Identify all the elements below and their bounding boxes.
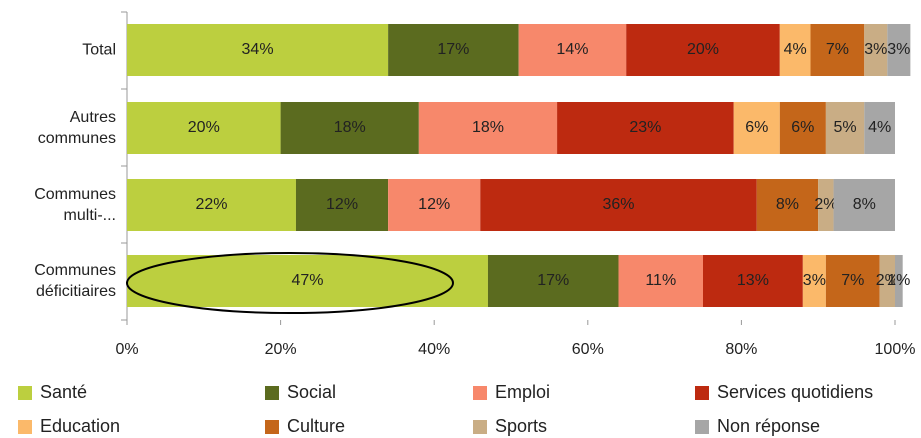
value-label: 3% — [887, 41, 910, 58]
bar-segment — [895, 255, 903, 307]
x-tick-label: 80% — [725, 341, 757, 358]
value-label: 3% — [864, 41, 887, 58]
category-label: Communes multi-... — [34, 186, 116, 224]
bar-segment — [388, 24, 519, 76]
x-tick-label: 100% — [875, 341, 916, 358]
value-label: 36% — [603, 196, 635, 213]
value-label: 3% — [803, 272, 826, 289]
bar-segment — [818, 179, 834, 231]
x-tick-label: 0% — [115, 341, 138, 358]
bar-segment — [802, 255, 826, 307]
legend-swatch — [473, 386, 487, 400]
value-label: 12% — [326, 196, 358, 213]
bar-segment — [480, 179, 757, 231]
value-label: 2% — [876, 272, 899, 289]
bar-segment — [833, 179, 895, 231]
value-label: 13% — [737, 272, 769, 289]
bar-segment — [756, 179, 819, 231]
x-tick-label: 40% — [418, 341, 450, 358]
category-label: Total — [82, 41, 116, 59]
bar-segment — [487, 255, 619, 307]
legend-swatch — [18, 420, 32, 434]
bar-segment — [864, 102, 895, 154]
value-label: 22% — [195, 196, 227, 213]
value-label: 7% — [826, 41, 849, 58]
bar-segment — [825, 255, 880, 307]
value-label: 6% — [791, 119, 814, 136]
bar-segment — [703, 255, 803, 307]
bar-segment — [557, 102, 734, 154]
legend-label: Non réponse — [717, 416, 820, 436]
bar-segment — [280, 102, 419, 154]
value-label: 23% — [629, 119, 661, 136]
value-label: 18% — [334, 119, 366, 136]
legend-label: Education — [40, 416, 120, 436]
bar-segment — [887, 24, 911, 76]
value-label: 47% — [291, 272, 323, 289]
category-label: Autres communes — [37, 109, 116, 147]
value-label: 12% — [418, 196, 450, 213]
legend-label: Emploi — [495, 382, 550, 402]
bar-segment — [825, 102, 865, 154]
legend-swatch — [695, 386, 709, 400]
value-label: 6% — [745, 119, 768, 136]
legend-label: Culture — [287, 416, 345, 436]
value-label: 8% — [776, 196, 799, 213]
value-label: 18% — [472, 119, 504, 136]
bar-segment — [388, 179, 481, 231]
value-label: 7% — [841, 272, 864, 289]
value-label: 4% — [868, 119, 891, 136]
legend-swatch — [695, 420, 709, 434]
x-tick-label: 60% — [572, 341, 604, 358]
bar-segment — [779, 24, 811, 76]
value-label: 4% — [784, 41, 807, 58]
category-label: Communes déficitiaires — [34, 262, 116, 300]
legend-label: Santé — [40, 382, 87, 402]
legend-label: Social — [287, 382, 336, 402]
value-label: 20% — [188, 119, 220, 136]
bar-segment — [810, 24, 865, 76]
value-label: 5% — [834, 119, 857, 136]
legend-swatch — [265, 386, 279, 400]
value-label: 1% — [887, 272, 910, 289]
bar-segment — [864, 24, 888, 76]
bar-segment — [733, 102, 780, 154]
value-label: 11% — [645, 272, 676, 289]
value-label: 17% — [437, 41, 469, 58]
bar-segment — [618, 255, 703, 307]
value-label: 17% — [537, 272, 569, 289]
value-label: 14% — [556, 41, 588, 58]
x-tick-label: 20% — [265, 341, 297, 358]
bar-segment — [879, 255, 895, 307]
bar-segment — [418, 102, 558, 154]
bar-segment — [295, 179, 389, 231]
value-label: 20% — [687, 41, 719, 58]
legend-label: Sports — [495, 416, 547, 436]
legend-swatch — [18, 386, 32, 400]
value-label: 8% — [853, 196, 876, 213]
bar-segment — [518, 24, 627, 76]
bar-segment — [127, 179, 296, 231]
bar-segment — [626, 24, 780, 76]
bar-segment — [127, 24, 389, 76]
legend-swatch — [265, 420, 279, 434]
highlight-ellipse — [126, 252, 454, 314]
legend-swatch — [473, 420, 487, 434]
value-label: 34% — [242, 41, 274, 58]
legend-label: Services quotidiens — [717, 382, 873, 402]
value-label: 2% — [814, 196, 837, 213]
bar-segment — [779, 102, 826, 154]
bar-segment — [127, 102, 281, 154]
